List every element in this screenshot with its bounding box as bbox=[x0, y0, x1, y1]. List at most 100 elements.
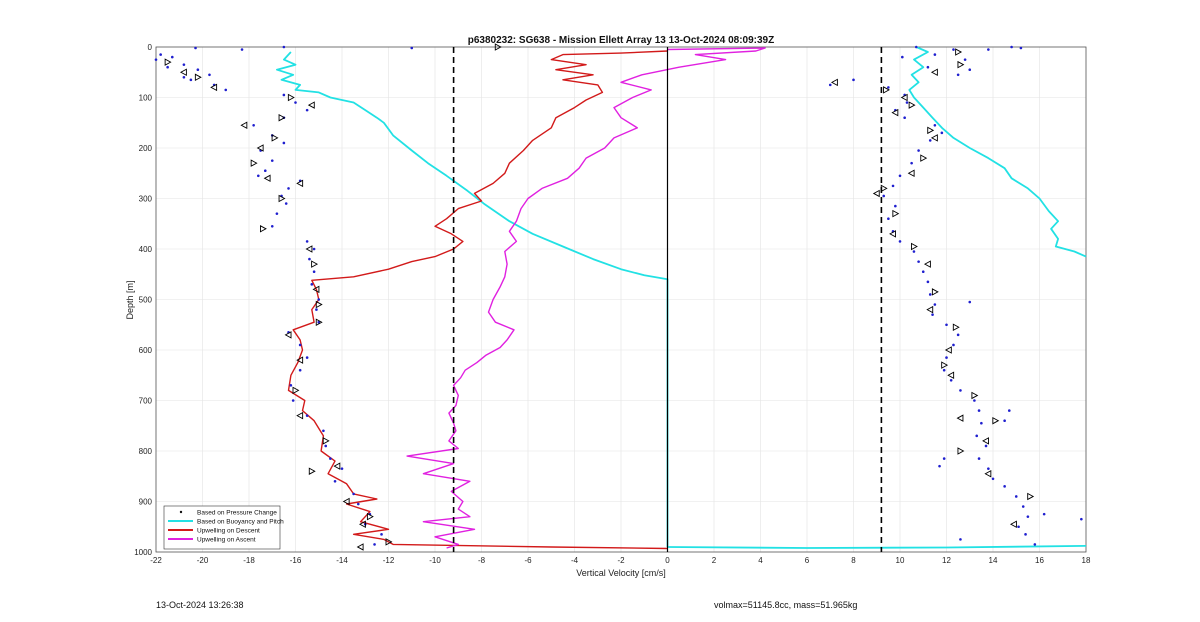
pressure-change-point bbox=[270, 224, 274, 228]
triangle-marker bbox=[356, 543, 364, 551]
footer-info: volmax=51145.8cc, mass=51.965kg bbox=[714, 600, 858, 610]
triangle-marker bbox=[278, 113, 286, 122]
triangle-marker bbox=[305, 245, 313, 253]
triangle-marker bbox=[992, 416, 1000, 425]
pressure-change-point bbox=[977, 409, 981, 412]
pressure-change-point bbox=[984, 444, 988, 448]
pressure-change-point bbox=[1003, 485, 1006, 488]
triangle-marker bbox=[250, 159, 258, 167]
legend-marker-pressure bbox=[179, 510, 183, 514]
pressure-change-point bbox=[887, 217, 890, 220]
pressure-change-point bbox=[942, 368, 946, 372]
pressure-change-point bbox=[275, 212, 279, 215]
triangle-marker bbox=[907, 169, 915, 178]
triangle-marker bbox=[311, 260, 319, 268]
y-axis-title: Depth [m] bbox=[125, 280, 135, 319]
x-tick-label: -4 bbox=[571, 556, 579, 565]
triangle-marker bbox=[284, 331, 292, 339]
triangle-marker bbox=[385, 538, 393, 546]
pressure-change-point bbox=[159, 53, 162, 56]
triangle-marker bbox=[263, 174, 271, 183]
x-tick-label: 14 bbox=[989, 556, 998, 565]
tick-labels: -22 -20 -18 -16 -14 -12 -10 -8 -6 -4 -2 0 2 4 6 8 10 12 14… bbox=[134, 43, 1091, 565]
pressure-change-point bbox=[928, 293, 932, 296]
pressure-change-point bbox=[987, 48, 990, 51]
series-layer bbox=[154, 43, 1087, 552]
chart-title: p6380232: SG638 - Mission Ellett Array 1… bbox=[468, 35, 774, 46]
x-tick-label: 0 bbox=[665, 556, 670, 565]
triangle-marker bbox=[210, 83, 218, 92]
pressure-change-point bbox=[380, 533, 383, 536]
legend-label-descent: Upwelling on Descent bbox=[197, 528, 260, 535]
pressure-change-point bbox=[1024, 533, 1027, 536]
pressure-change-point bbox=[963, 58, 967, 61]
triangle-marker bbox=[908, 101, 916, 109]
pressure-change-point bbox=[921, 270, 925, 274]
triangle-marker bbox=[1027, 492, 1035, 501]
triangle-marker bbox=[880, 184, 888, 193]
triangle-marker bbox=[315, 300, 323, 309]
x-tick-label: -2 bbox=[617, 556, 625, 565]
y-tick-label: 400 bbox=[139, 245, 153, 254]
pressure-change-point bbox=[973, 399, 976, 402]
pressure-change-point bbox=[1080, 517, 1083, 521]
pressure-change-point bbox=[903, 116, 906, 119]
pressure-change-point bbox=[945, 356, 948, 359]
x-axis-title: Vertical Velocity [cm/s] bbox=[576, 568, 666, 578]
legend-label-buoyancy: Based on Buoyancy and Pitch bbox=[197, 519, 284, 526]
pressure-change-point bbox=[928, 139, 932, 142]
triangle-marker bbox=[955, 48, 963, 56]
pressure-change-point bbox=[968, 68, 972, 72]
x-tick-label: 6 bbox=[805, 556, 810, 565]
pressure-change-point bbox=[170, 55, 174, 59]
pressure-change-point bbox=[952, 48, 955, 51]
triangle-marker bbox=[911, 242, 918, 251]
pressure-change-point bbox=[263, 169, 267, 173]
triangle-marker bbox=[982, 437, 989, 445]
triangle-marker bbox=[930, 134, 938, 142]
x-tick-label: -22 bbox=[150, 556, 162, 565]
y-tick-label: 600 bbox=[139, 346, 153, 355]
triangle-marker bbox=[179, 68, 187, 77]
pressure-change-point bbox=[828, 83, 832, 87]
pressure-change-point bbox=[282, 45, 286, 49]
legend: Based on Pressure Change Based on Buoyan… bbox=[163, 505, 284, 550]
pressure-change-point bbox=[894, 204, 897, 208]
pressure-change-point bbox=[1042, 512, 1046, 516]
pressure-change-point bbox=[373, 543, 376, 546]
pressure-change-point bbox=[991, 477, 995, 481]
pressure-change-point bbox=[154, 58, 158, 61]
pressure-change-point bbox=[282, 141, 286, 145]
x-tick-label: -6 bbox=[524, 556, 532, 565]
pressure-change-point bbox=[240, 48, 244, 51]
pressure-change-point bbox=[852, 78, 855, 82]
pressure-change-point bbox=[905, 101, 909, 104]
pressure-change-point bbox=[312, 247, 316, 251]
triangle-marker bbox=[312, 285, 320, 294]
pressure-change-point bbox=[196, 68, 200, 72]
x-tick-label: 18 bbox=[1082, 556, 1091, 565]
y-tick-label: 800 bbox=[139, 447, 153, 456]
pressure-change-point bbox=[917, 260, 920, 263]
pressure-change-point bbox=[324, 444, 328, 448]
pressure-change-point bbox=[284, 202, 288, 205]
x-tick-label: -8 bbox=[478, 556, 486, 565]
pressure-change-point bbox=[942, 457, 946, 460]
pressure-change-point bbox=[987, 467, 990, 470]
triangle-marker bbox=[278, 194, 286, 203]
triangle-marker bbox=[947, 371, 955, 380]
pressure-change-point bbox=[182, 76, 186, 79]
pressure-change-point bbox=[305, 108, 309, 112]
pressure-change-point bbox=[933, 303, 937, 306]
pressure-change-point bbox=[322, 429, 325, 433]
pressure-change-point bbox=[270, 159, 274, 162]
triangle-marker bbox=[296, 179, 304, 188]
triangle-marker bbox=[240, 121, 248, 130]
pressure-change-point bbox=[1010, 45, 1013, 49]
pressure-change-point bbox=[898, 240, 902, 243]
triangle-marker bbox=[271, 134, 279, 142]
triangle-marker bbox=[366, 512, 374, 521]
x-tick-label: 2 bbox=[712, 556, 717, 565]
pressure-change-point bbox=[968, 300, 972, 304]
pressure-change-point bbox=[933, 123, 937, 127]
